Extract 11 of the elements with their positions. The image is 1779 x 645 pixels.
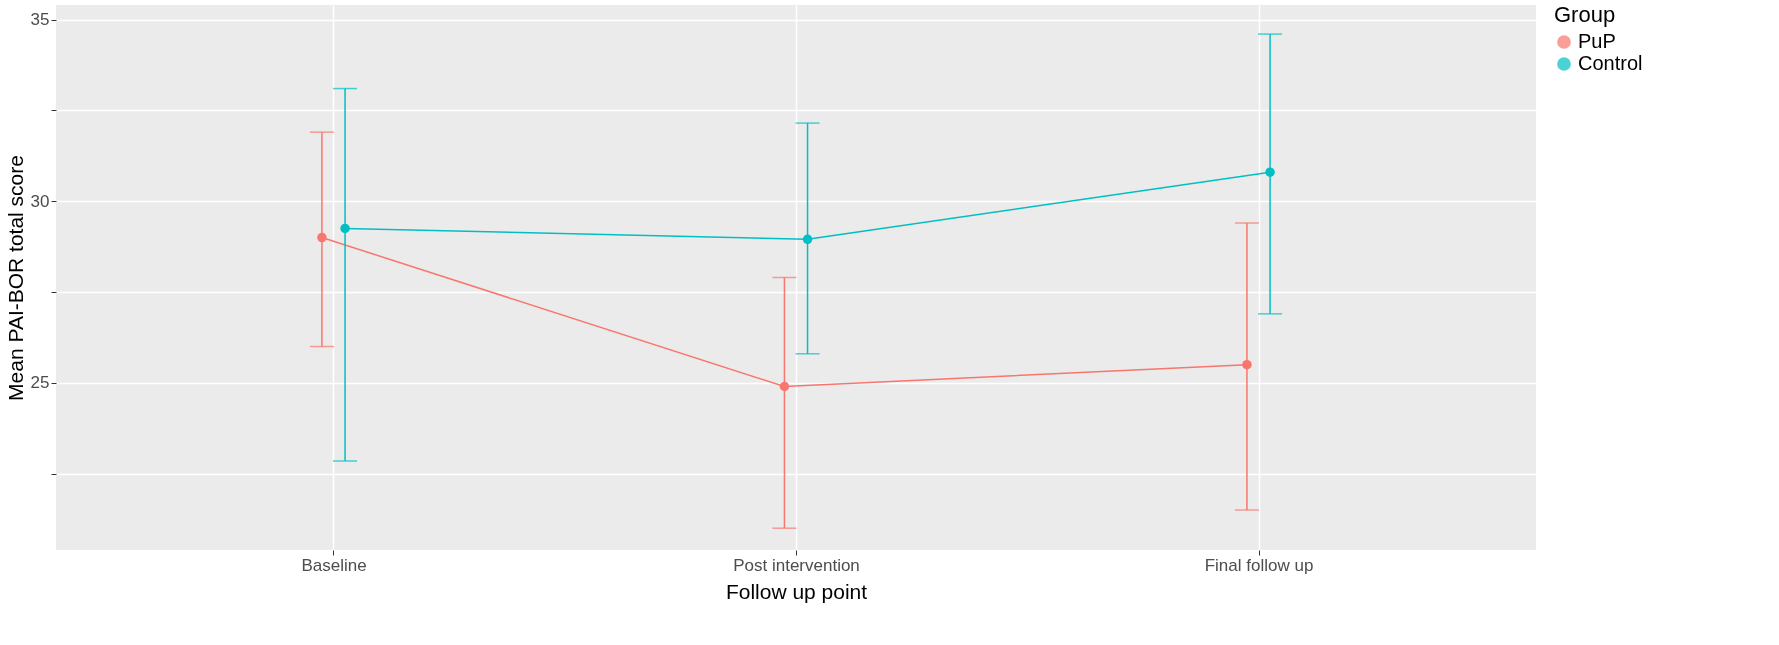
y-axis-title: Mean PAI-BOR total score: [3, 155, 27, 401]
y-tick-label: 25: [30, 373, 50, 393]
legend-label: Control: [1578, 52, 1643, 74]
x-tick-label: Post intervention: [733, 555, 860, 575]
legend-label: PuP: [1578, 30, 1616, 52]
x-tick-label: Baseline: [301, 555, 367, 575]
y-tick-label: 35: [30, 10, 50, 30]
legend-title: Group: [1554, 2, 1616, 27]
x-axis-title: Follow up point: [725, 579, 868, 603]
x-tick-label: Final follow up: [1204, 555, 1314, 575]
y-tick-label: 30: [30, 191, 50, 211]
